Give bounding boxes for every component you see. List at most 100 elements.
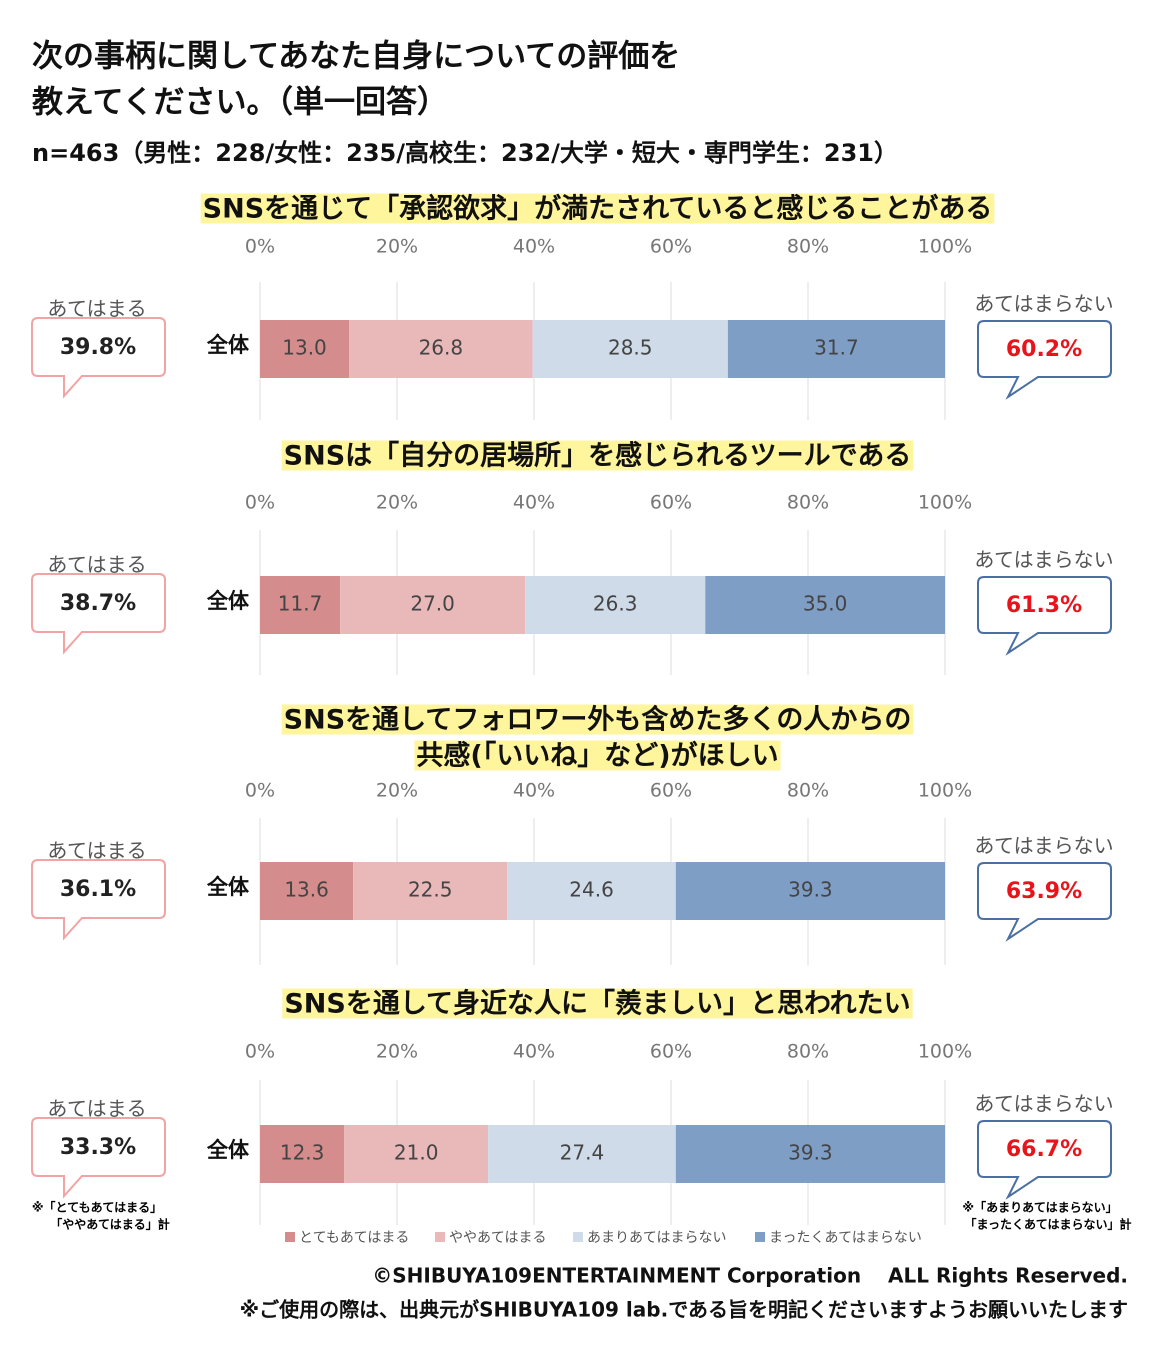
x-tick-label: 20%: [376, 236, 418, 258]
bar-segment: [260, 862, 354, 920]
x-tick-label: 0%: [245, 236, 275, 258]
x-tick-label: 100%: [918, 1041, 972, 1063]
title: 次の事柄に関してあなた自身についての評価を: [32, 39, 680, 75]
callout-label: あてはまらない: [974, 1092, 1113, 1116]
bar-segment: [344, 1125, 489, 1183]
title-highlight: [200, 193, 995, 224]
bar-segment: [705, 576, 945, 634]
category-label: 全体: [206, 333, 250, 357]
x-tick-label: 40%: [513, 236, 555, 258]
legend-swatch: [755, 1232, 765, 1242]
chart-title-group: 共感(「いいね」など)がほしい: [414, 740, 781, 772]
callout-box: [31, 1117, 166, 1199]
callout-label: あてはまる: [47, 297, 146, 321]
x-tick-label: 100%: [918, 492, 972, 514]
data-label: 26.8: [419, 336, 464, 360]
legend-label: あまりあてはまらない: [587, 1230, 726, 1246]
callout-label: あてはまらない: [974, 834, 1113, 858]
data-label: 11.7: [278, 592, 323, 616]
legend-swatch: [573, 1232, 583, 1242]
note: ※「あまりあてはまらない」: [962, 1200, 1117, 1215]
callout-box: [31, 573, 166, 655]
callout-value: 39.8%: [60, 335, 136, 360]
callout-label: あてはまる: [47, 1097, 146, 1121]
callout-box: [977, 862, 1112, 942]
bar-segment: [260, 1125, 345, 1183]
chart-title-group: SNSは「自分の居場所」を感じられるツールである: [281, 440, 914, 472]
bar-segment: [260, 576, 341, 634]
chart-title: SNSを通してフォロワー外も含めた多くの人からの: [284, 704, 912, 736]
chart-title-group: SNSを通してフォロワー外も含めた多くの人からの: [281, 704, 914, 736]
callout-box: [977, 320, 1112, 400]
title-highlight: [414, 740, 781, 771]
chart-title: SNSを通して身近な人に「羨ましい」と思われたい: [284, 988, 910, 1020]
bar-segment: [675, 1125, 945, 1183]
data-label: 35.0: [803, 592, 848, 616]
bar-segment: [349, 320, 533, 378]
legend-label: まったくあてはまらない: [769, 1230, 922, 1246]
callout-label: あてはまる: [47, 839, 146, 863]
title-highlight: [281, 440, 914, 471]
chart-title: 共感(「いいね」など)がほしい: [416, 740, 778, 772]
bar-segment: [488, 1125, 676, 1183]
callout-value: 66.7%: [1006, 1137, 1082, 1162]
data-label: 21.0: [394, 1141, 439, 1165]
bar-segment: [353, 862, 508, 920]
data-label: 13.6: [284, 878, 329, 902]
title-highlight: [282, 988, 913, 1019]
data-label: 27.0: [410, 592, 455, 616]
legend-swatch: [435, 1232, 445, 1242]
x-tick-label: 80%: [787, 492, 829, 514]
x-tick-label: 80%: [787, 780, 829, 802]
data-label: 22.5: [408, 878, 453, 902]
data-label: 39.3: [788, 878, 833, 902]
callout-value: 36.1%: [60, 877, 136, 902]
data-label: 39.3: [788, 1141, 833, 1165]
bar-segment: [727, 320, 945, 378]
category-label: 全体: [206, 875, 250, 899]
data-label: 31.7: [814, 336, 859, 360]
x-tick-label: 0%: [245, 780, 275, 802]
bar-segment: [507, 862, 676, 920]
callout-label: あてはまる: [47, 553, 146, 577]
x-tick-label: 100%: [918, 780, 972, 802]
callout-box: [31, 317, 166, 399]
title: 教えてください。（単一回答）: [32, 85, 448, 121]
x-tick-label: 60%: [650, 1041, 692, 1063]
subtitle: n=463（男性：228/女性：235/高校生：232/大学・短大・専門学生：2…: [32, 139, 898, 167]
copyright: ©SHIBUYA109ENTERTAINMENT Corporation ALL…: [372, 1264, 1128, 1288]
x-tick-label: 20%: [376, 780, 418, 802]
x-tick-label: 40%: [513, 492, 555, 514]
category-label: 全体: [206, 1138, 250, 1162]
data-label: 28.5: [608, 336, 653, 360]
title-highlight: [281, 704, 914, 735]
x-tick-label: 60%: [650, 780, 692, 802]
callout-value: 63.9%: [1006, 879, 1082, 904]
note: ※「とてもあてはまる」: [32, 1200, 162, 1215]
bar-segment: [532, 320, 728, 378]
data-label: 12.3: [280, 1141, 325, 1165]
x-tick-label: 80%: [787, 1041, 829, 1063]
data-label: 27.4: [560, 1141, 605, 1165]
bar-segment: [340, 576, 526, 634]
x-tick-label: 60%: [650, 236, 692, 258]
x-tick-label: 20%: [376, 492, 418, 514]
usage-note: ※ご使用の際は、出典元がSHIBUYA109 lab.である旨を明記くださいます…: [240, 1298, 1128, 1322]
bar-segment: [675, 862, 945, 920]
chart-title: SNSを通じて「承認欲求」が満たされていると感じることがある: [203, 193, 993, 225]
legend-swatch: [285, 1232, 295, 1242]
x-tick-label: 40%: [513, 780, 555, 802]
callout-value: 33.3%: [60, 1135, 136, 1160]
callout-value: 38.7%: [60, 591, 136, 616]
x-tick-label: 40%: [513, 1041, 555, 1063]
chart-title: SNSは「自分の居場所」を感じられるツールである: [284, 440, 912, 472]
x-tick-label: 80%: [787, 236, 829, 258]
note: 「まったくあてはまらない」計: [964, 1217, 1131, 1232]
callout-label: あてはまらない: [974, 292, 1113, 316]
x-tick-label: 20%: [376, 1041, 418, 1063]
chart-title-group: SNSを通して身近な人に「羨ましい」と思われたい: [282, 988, 913, 1020]
x-tick-label: 0%: [245, 1041, 275, 1063]
legend-label: とてもあてはまる: [299, 1230, 409, 1246]
